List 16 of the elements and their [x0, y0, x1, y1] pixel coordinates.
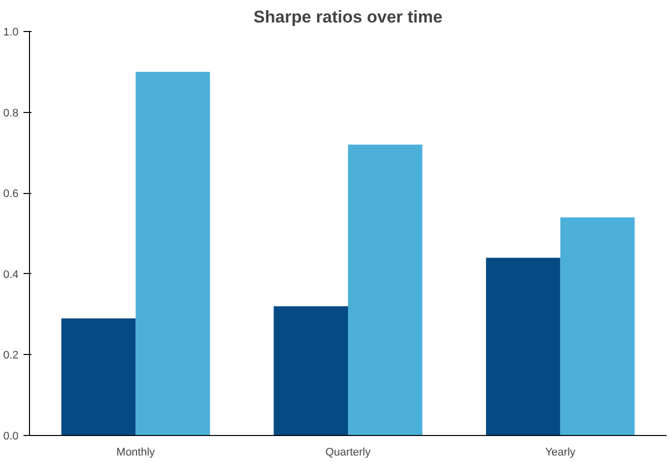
- bar: [136, 72, 210, 436]
- chart-title: Sharpe ratios over time: [254, 8, 442, 26]
- y-tick-label: 0.6: [3, 188, 19, 200]
- bar: [274, 306, 348, 436]
- x-tick-label: Yearly: [545, 446, 576, 458]
- bar: [560, 217, 635, 436]
- y-tick-label: 1.0: [3, 26, 19, 38]
- y-tick-label: 0.4: [3, 268, 19, 281]
- x-tick-label: Monthly: [116, 446, 156, 458]
- bar: [486, 258, 560, 436]
- y-tick-label: 0.8: [3, 107, 19, 120]
- y-tick-label: 0.0: [3, 430, 19, 442]
- x-tick-label: Quarterly: [325, 446, 372, 458]
- y-tick-label: 0.2: [3, 350, 19, 362]
- bar: [348, 144, 422, 436]
- bar: [61, 318, 136, 436]
